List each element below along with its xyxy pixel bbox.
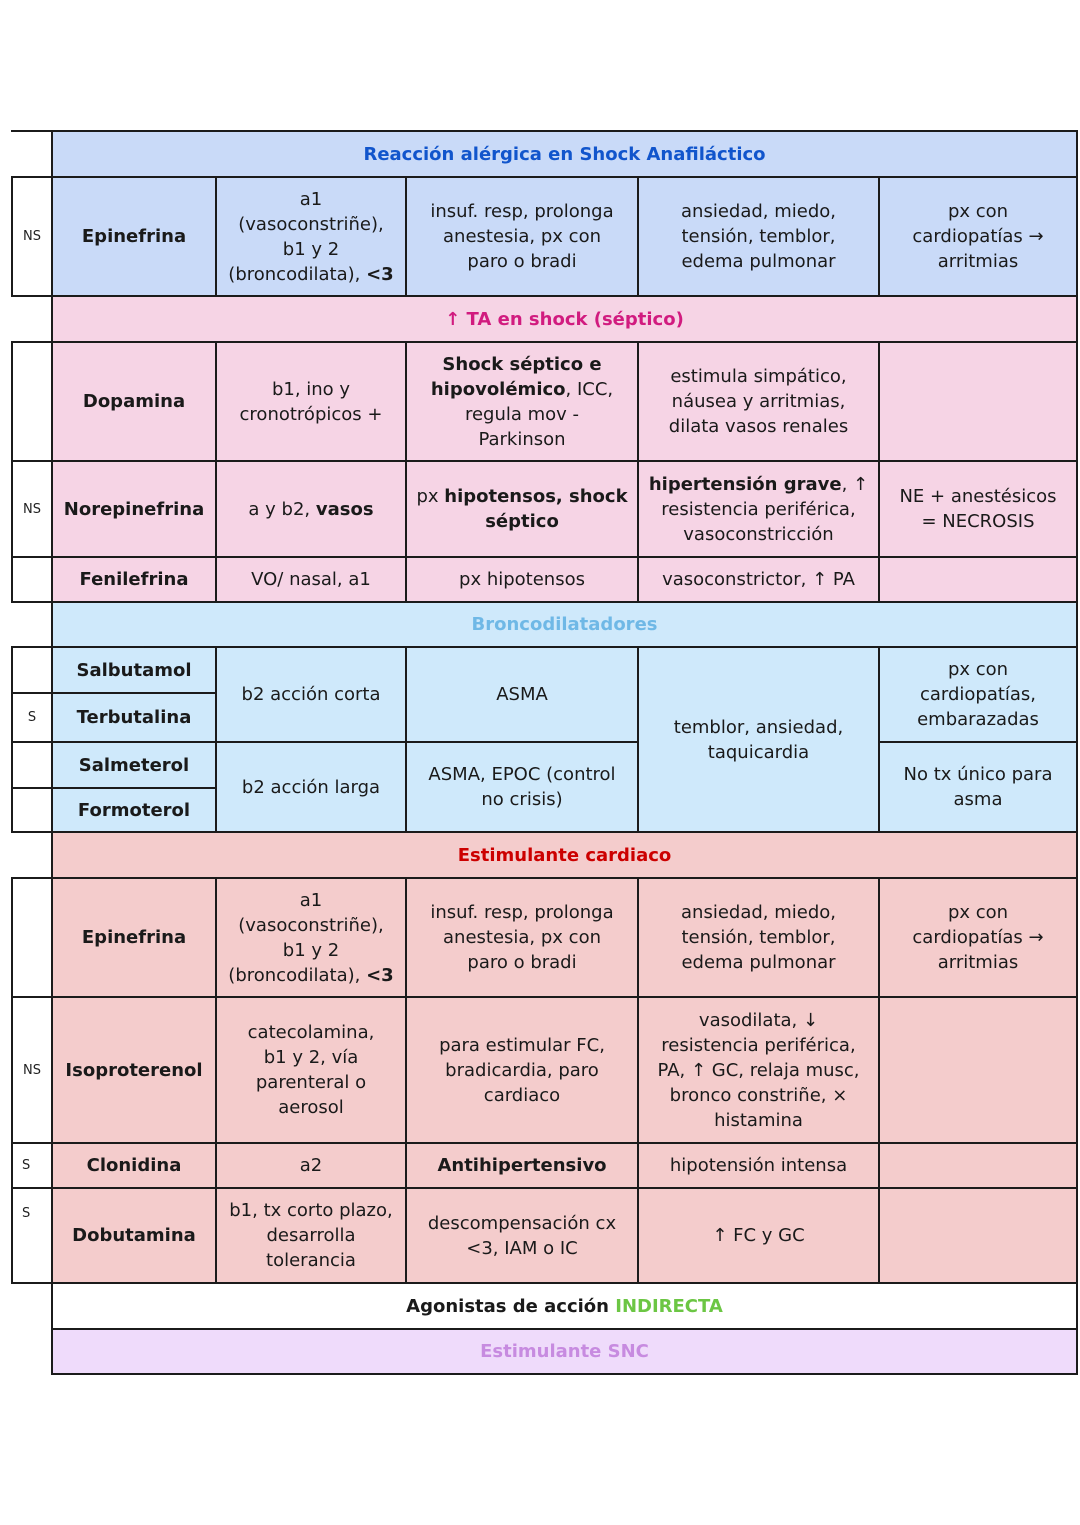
- drug-name-salmeterol: Salmeterol: [51, 741, 217, 789]
- receptor-cell: b2 acción larga: [215, 741, 407, 833]
- use-cell: ASMA: [405, 646, 639, 743]
- text: (vasoconstriñe),: [238, 213, 384, 235]
- text: , ↑ resistencia periférica, vasoconstric…: [661, 473, 869, 545]
- contra-cell: [878, 341, 1078, 462]
- drug-name-fenilefrina: Fenilefrina: [51, 556, 217, 603]
- section-header-cardiaco: Estimulante cardiaco: [51, 831, 1078, 879]
- drug-name-epinefrina: Epinefrina: [51, 176, 217, 297]
- text: <3: [366, 263, 394, 285]
- drug-name-dobutamina: Dobutamina: [51, 1187, 217, 1284]
- receptor-cell: catecolamina, b1 y 2, vía parenteral o a…: [215, 996, 407, 1144]
- text: px: [416, 486, 445, 507]
- contra-cell: [878, 1142, 1078, 1189]
- use-cell: Antihipertensivo: [405, 1142, 639, 1189]
- contra-cell: [878, 556, 1078, 603]
- use-cell: ASMA, EPOC (control no crisis): [405, 741, 639, 833]
- text: (broncodilata),: [228, 263, 367, 285]
- drug-name-epinefrina: Epinefrina: [51, 877, 217, 998]
- effects-cell: ↑ FC y GC: [637, 1187, 880, 1284]
- drug-name-terbutalina: Terbutalina: [51, 692, 217, 743]
- text: <3: [366, 964, 394, 986]
- drug-name-isoproterenol: Isoproterenol: [51, 996, 217, 1144]
- receptor-cell: b1, tx corto plazo, desarrolla toleranci…: [215, 1187, 407, 1284]
- row-label: S: [11, 1142, 53, 1189]
- row-label: [11, 877, 53, 998]
- effects-cell: ansiedad, miedo, tensión, temblor, edema…: [637, 877, 880, 998]
- receptor-cell: VO/ nasal, a1: [215, 556, 407, 603]
- effects-cell: hipertensión grave, ↑ resistencia perifé…: [637, 460, 880, 558]
- receptor-cell: a2: [215, 1142, 407, 1189]
- effects-cell: vasodilata, ↓ resistencia periférica, PA…: [637, 996, 880, 1144]
- section-header-broncodilatadores: Broncodilatadores: [51, 601, 1078, 648]
- effects-cell: ansiedad, miedo, tensión, temblor, edema…: [637, 176, 880, 297]
- section-header-anafilactico: Reacción alérgica en Shock Anafiláctico: [51, 130, 1078, 178]
- row-label: [11, 741, 53, 789]
- receptor-cell: b2 acción corta: [215, 646, 407, 743]
- contra-cell: [878, 1187, 1078, 1284]
- text: b1 y 2: [282, 238, 340, 260]
- drug-name-norepinefrina: Norepinefrina: [51, 460, 217, 558]
- effects-cell: estimula simpático, náusea y arritmias, …: [637, 341, 880, 462]
- drug-name-salbutamol: Salbutamol: [51, 646, 217, 694]
- text: a1: [299, 889, 323, 911]
- use-cell: Shock séptico e hipovolémico, ICC, regul…: [405, 341, 639, 462]
- effects-cell: temblor, ansiedad, taquicardia: [637, 646, 880, 833]
- effects-cell: vasoconstrictor, ↑ PA: [637, 556, 880, 603]
- receptor-cell: a y b2, vasos: [215, 460, 407, 558]
- text: b1 y 2: [282, 939, 340, 961]
- drug-name-clonidina: Clonidina: [51, 1142, 217, 1189]
- row-label: NS: [11, 176, 53, 297]
- text: Shock séptico e hipovolémico: [430, 353, 602, 400]
- effects-cell: hipotensión intensa: [637, 1142, 880, 1189]
- text: (vasoconstriñe),: [238, 914, 384, 936]
- use-cell: para estimular FC, bradicardia, paro car…: [405, 996, 639, 1144]
- row-label: NS: [11, 996, 53, 1144]
- row-label: NS: [11, 460, 53, 558]
- contra-cell: px con cardiopatías, embarazadas: [878, 646, 1078, 743]
- use-cell: px hipotensos, shock séptico: [405, 460, 639, 558]
- text: a y b2,: [248, 498, 316, 520]
- contra-cell: NE + anestésicos = NECROSIS: [878, 460, 1078, 558]
- contra-cell: px con cardiopatías → arritmias: [878, 877, 1078, 998]
- use-cell: descompensación cx <3, IAM o IC: [405, 1187, 639, 1284]
- section-header-indirecta: Agonistas de acción INDIRECTA: [51, 1282, 1078, 1330]
- drug-name-dopamina: Dopamina: [51, 341, 217, 462]
- receptor-cell: b1, ino y cronotrópicos +: [215, 341, 407, 462]
- text: , ICC, regula mov - Parkinson: [464, 378, 614, 450]
- receptor-cell: a1 (vasoconstriñe), b1 y 2 (broncodilata), …: [215, 877, 407, 998]
- text: hipotensos, shock séptico: [444, 486, 628, 532]
- row-label: [11, 787, 53, 833]
- drug-name-formoterol: Formoterol: [51, 787, 217, 833]
- row-label: [11, 341, 53, 462]
- text: a1: [299, 188, 323, 210]
- section-header-snc: Estimulante SNC: [51, 1328, 1078, 1375]
- contra-cell: No tx único para asma: [878, 741, 1078, 833]
- use-cell: insuf. resp, prolonga anestesia, px con …: [405, 877, 639, 998]
- text: hipertensión grave: [648, 473, 842, 495]
- contra-cell: [878, 996, 1078, 1144]
- top-rule: [11, 130, 53, 132]
- highlight-text: INDIRECTA: [615, 1295, 723, 1317]
- contra-cell: px con cardiopatías → arritmias: [878, 176, 1078, 297]
- text: (broncodilata),: [228, 964, 367, 986]
- section-header-ta-shock: ↑ TA en shock (séptico): [51, 295, 1078, 343]
- text: vasos: [315, 498, 374, 520]
- row-label: S: [11, 1187, 53, 1284]
- use-cell: px hipotensos: [405, 556, 639, 603]
- row-label: S: [11, 692, 53, 743]
- row-label: [11, 556, 53, 603]
- text: Agonistas de acción: [406, 1295, 616, 1317]
- use-cell: insuf. resp, prolonga anestesia, px con …: [405, 176, 639, 297]
- row-label: [11, 646, 53, 694]
- receptor-cell: a1 (vasoconstriñe), b1 y 2 (broncodilata), …: [215, 176, 407, 297]
